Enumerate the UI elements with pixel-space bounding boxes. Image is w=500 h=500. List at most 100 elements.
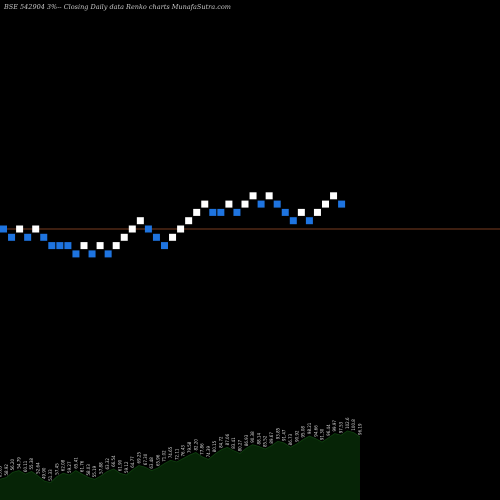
renko-brick-up	[313, 208, 321, 216]
volume-label: 100.8	[351, 419, 356, 431]
renko-brick-up	[330, 192, 338, 200]
renko-brick-down	[338, 200, 346, 208]
volume-label: 88.14	[256, 433, 261, 445]
volume-label: 63.32	[105, 458, 110, 470]
renko-brick-up	[96, 242, 104, 250]
volume-label: 80.27	[238, 439, 243, 451]
renko-brick-down	[0, 225, 7, 233]
volume-label: 91.30	[320, 428, 325, 440]
volume-label: 62.08	[61, 459, 66, 471]
renko-brick-up	[128, 225, 136, 233]
volume-label: 56.20	[10, 458, 15, 470]
volume-label: 90.92	[294, 430, 299, 442]
volume-label: 80.15	[212, 440, 217, 452]
renko-brick-up	[80, 242, 88, 250]
volume-label: 91.47	[282, 429, 287, 441]
renko-brick-up	[169, 233, 177, 241]
renko-brick-up	[201, 200, 209, 208]
volume-label: 49.90	[42, 467, 47, 479]
renko-brick-up	[322, 200, 329, 208]
volume-label: 86.73	[288, 433, 293, 445]
volume-label: 63.85	[0, 465, 3, 477]
volume-label: 89.67	[269, 432, 274, 444]
volume-label: 59.27	[67, 461, 72, 473]
volume-label: 96.19	[358, 423, 363, 435]
volume-label: 79.58	[187, 441, 192, 453]
renko-brick-up	[185, 217, 193, 225]
renko-brick-down	[152, 233, 160, 241]
volume-label: 74.65	[168, 446, 173, 458]
volume-area	[0, 430, 360, 500]
renko-brick-down	[289, 217, 297, 225]
renko-brick-up	[225, 200, 233, 208]
volume-label: 72.11	[174, 448, 179, 460]
volume-line	[0, 430, 361, 484]
volume-label: 67.30	[143, 453, 148, 465]
volume-label: 64.77	[130, 456, 135, 468]
renko-brick-down	[48, 242, 56, 250]
volume-label: 83.41	[231, 437, 236, 449]
volume-label: 52.64	[35, 462, 40, 474]
volume-label: 97.53	[339, 421, 344, 433]
volume-label: 61.90	[118, 459, 123, 471]
volume-label: 60.11	[23, 460, 28, 472]
renko-brick-up	[177, 225, 185, 233]
volume-label: 84.72	[219, 436, 224, 448]
renko-brick-down	[233, 208, 241, 216]
renko-brick-down	[161, 242, 168, 250]
volume-label: 58.92	[4, 464, 9, 476]
volume-label: 74.39	[206, 446, 211, 458]
volume-label: 55.19	[92, 465, 97, 477]
renko-brick-down	[56, 242, 64, 250]
volume-label: 58.03	[86, 464, 91, 476]
volume-label: 66.54	[111, 455, 116, 467]
volume-label: 77.86	[200, 443, 205, 455]
renko-brick-up	[32, 225, 40, 233]
renko-brick-down	[40, 233, 48, 241]
volume-label: 86.93	[244, 434, 249, 446]
volume-label: 85.52	[263, 435, 268, 447]
volume-label: 76.43	[181, 445, 186, 457]
renko-brick-down	[144, 225, 152, 233]
renko-brick-down	[64, 242, 72, 250]
volume-label: 57.45	[54, 463, 59, 475]
renko-brick-down	[257, 200, 265, 208]
renko-brick-down	[8, 233, 16, 241]
renko-brick-up	[241, 200, 249, 208]
renko-brick-down	[24, 233, 32, 241]
volume-label: 65.96	[155, 454, 160, 466]
renko-brick-down	[72, 250, 80, 258]
renko-brick-down	[209, 208, 217, 216]
volume-label: 82.20	[193, 439, 198, 451]
volume-label: 95.08	[301, 426, 306, 438]
volume-label: 51.33	[48, 469, 53, 481]
renko-brick-up	[249, 192, 257, 200]
renko-brick-up	[297, 208, 305, 216]
volume-label: 71.02	[162, 450, 167, 462]
chart-title: BSE 542904 3%-- Closing Daily data Renko…	[4, 3, 231, 11]
renko-brick-down	[305, 217, 313, 225]
volume-label: 94.66	[313, 425, 318, 437]
renko-brick-down	[217, 208, 225, 216]
renko-brick-up	[16, 225, 24, 233]
volume-label: 61.76	[80, 460, 85, 472]
volume-label: 57.88	[99, 462, 104, 474]
volume-label: 90.38	[250, 431, 255, 443]
volume-label: 65.41	[73, 457, 78, 469]
volume-label: 102.6	[345, 417, 350, 429]
renko-brick-up	[120, 233, 128, 241]
volume-label: 87.06	[225, 433, 230, 445]
renko-brick-down	[104, 250, 112, 258]
volume-label: 54.79	[16, 457, 21, 469]
renko-brick-down	[273, 200, 281, 208]
volume-label: 99.97	[332, 420, 337, 432]
renko-brick-up	[112, 242, 120, 250]
renko-brick-down	[281, 208, 289, 216]
renko-brick-up	[265, 192, 273, 200]
volume-label: 93.85	[275, 427, 280, 439]
volume-label: 98.21	[307, 422, 312, 434]
renko-brick-up	[193, 208, 201, 216]
volume-label: 96.44	[326, 424, 331, 436]
volume-label: 63.48	[149, 457, 154, 469]
